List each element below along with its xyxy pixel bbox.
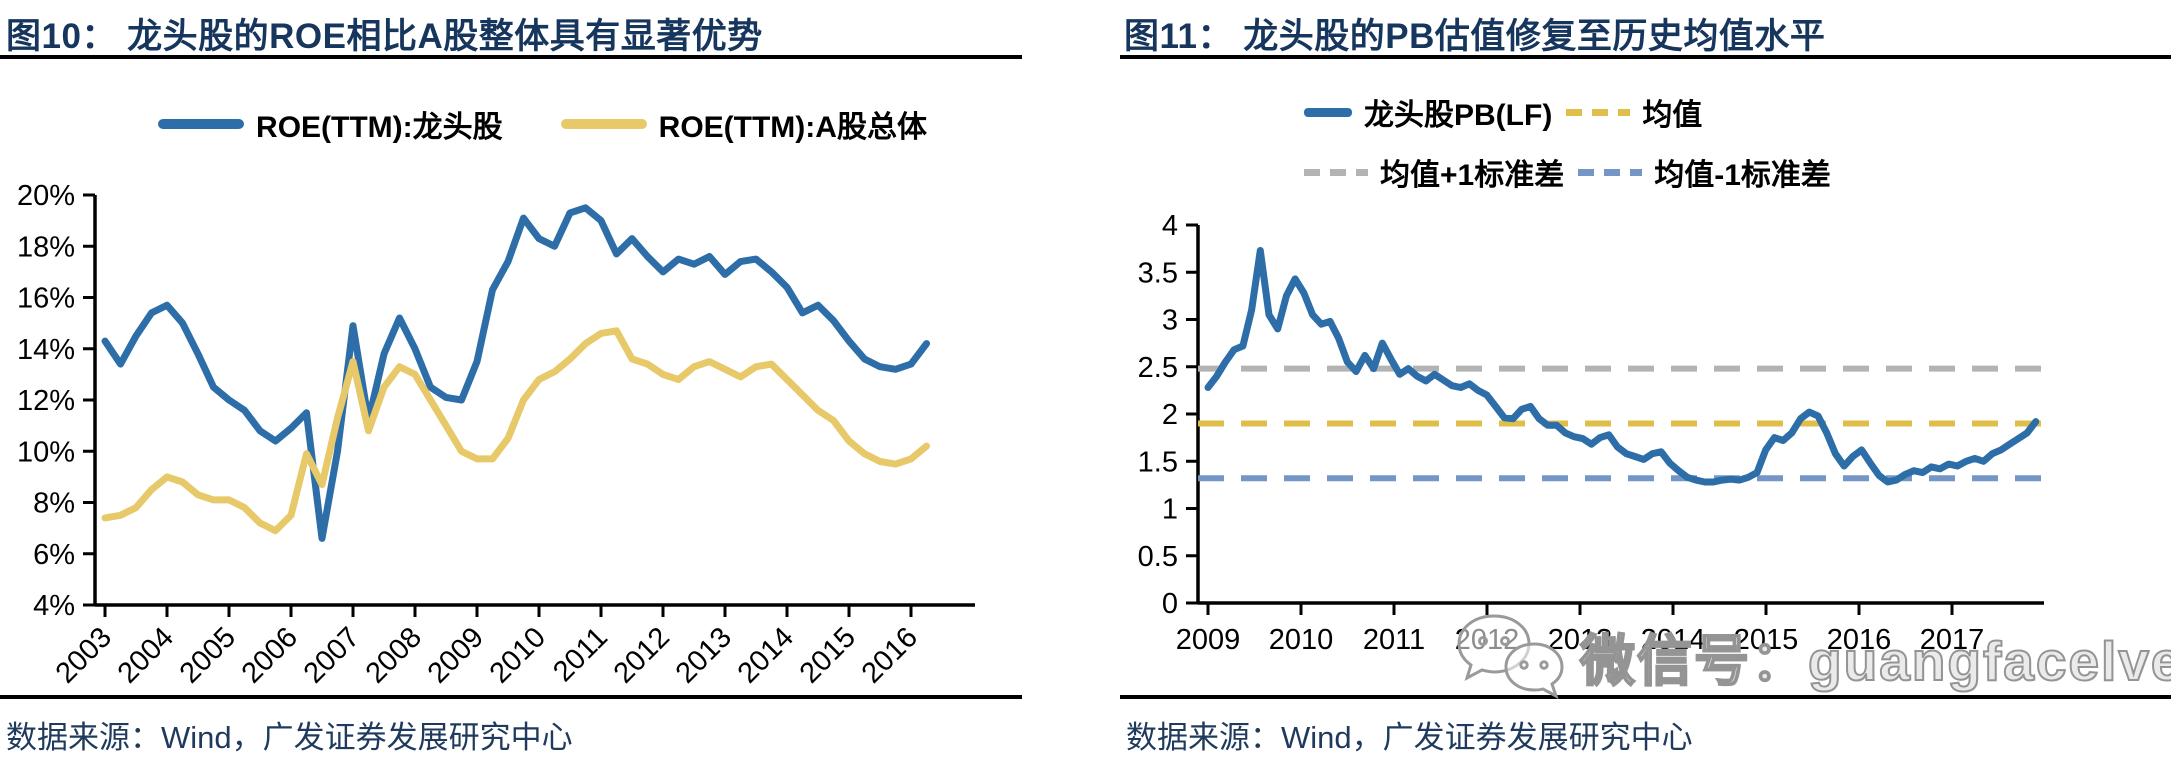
roe-chart-legend: ROE(TTM):龙头股 ROE(TTM):A股总体 (0, 102, 1085, 146)
svg-text:4: 4 (1162, 210, 1178, 242)
pb-chart-legend-row-2: 均值+1标准差 均值-1标准差 (1086, 150, 2171, 194)
svg-text:1: 1 (1162, 494, 1178, 526)
yellow-line-swatch (560, 119, 647, 129)
legend-label: ROE(TTM):龙头股 (256, 111, 503, 144)
svg-text:2017: 2017 (1920, 624, 1985, 656)
svg-text:0.5: 0.5 (1138, 541, 1178, 573)
svg-text:2008: 2008 (360, 621, 428, 689)
svg-text:2006: 2006 (236, 621, 304, 689)
svg-text:2009: 2009 (1176, 624, 1241, 656)
svg-text:2013: 2013 (670, 621, 738, 689)
legend-item-pb: 龙头股PB(LF) (1304, 90, 1552, 134)
data-source-note: 数据来源：Wind，广发证券发展研究中心 (6, 720, 573, 755)
svg-text:2012: 2012 (608, 621, 676, 689)
legend-label: 均值-1标准差 (1654, 159, 1831, 192)
gold-dash-swatch (1566, 108, 1631, 116)
svg-text:20%: 20% (17, 180, 75, 212)
roe-line-chart: 4% 6% 8% 10% 12% 14% 16% 18% 20% 2003200420052006… (17, 180, 975, 690)
legend-item-mean: 均值 (1566, 90, 1702, 134)
svg-text:2015: 2015 (794, 621, 862, 689)
svg-text:0: 0 (1162, 588, 1178, 620)
svg-text:2010: 2010 (1269, 624, 1334, 656)
steel-dash-swatch (1578, 168, 1643, 176)
blue-line-swatch (158, 119, 245, 129)
title-underline (1120, 55, 2171, 59)
svg-text:2.5: 2.5 (1138, 352, 1178, 384)
svg-text:2015: 2015 (1734, 624, 1799, 656)
title-underline (0, 55, 1022, 59)
svg-text:2016: 2016 (856, 621, 924, 689)
svg-text:2005: 2005 (174, 621, 242, 689)
svg-text:10%: 10% (17, 436, 75, 468)
legend-item-roe-longtou: ROE(TTM):龙头股 (158, 102, 503, 146)
legend-item-mean-plus-1sd: 均值+1标准差 (1304, 150, 1564, 194)
pb-chart-legend-row-1: 龙头股PB(LF) 均值 (1086, 90, 2171, 134)
svg-text:3.5: 3.5 (1138, 257, 1178, 289)
svg-text:2010: 2010 (484, 621, 552, 689)
svg-text:2013: 2013 (1548, 624, 1613, 656)
legend-label: 均值 (1642, 99, 1703, 132)
panel-figure-11: 图11： 龙头股的PB估值修复至历史均值水平 龙头股PB(LF) 均值 均值+1… (1086, 0, 2171, 767)
data-source-note: 数据来源：Wind，广发证券发展研究中心 (1126, 720, 1693, 755)
svg-text:2014: 2014 (1641, 624, 1706, 656)
svg-text:2012: 2012 (1455, 624, 1520, 656)
svg-text:16%: 16% (17, 283, 75, 315)
svg-text:2014: 2014 (732, 621, 800, 689)
figure-10-title: 图10： 龙头股的ROE相比A股整体具有显著优势 (6, 17, 763, 56)
svg-text:2011: 2011 (1363, 624, 1425, 656)
legend-item-roe-ashare: ROE(TTM):A股总体 (560, 102, 927, 146)
svg-text:2016: 2016 (1827, 624, 1892, 656)
svg-text:12%: 12% (17, 385, 75, 417)
svg-text:18%: 18% (17, 231, 75, 263)
figure-11-title: 图11： 龙头股的PB估值修复至历史均值水平 (1124, 17, 1826, 56)
footer-rule (1120, 695, 2171, 699)
legend-label: ROE(TTM):A股总体 (658, 111, 927, 144)
svg-text:14%: 14% (17, 334, 75, 366)
svg-text:2003: 2003 (50, 621, 118, 689)
legend-label: 均值+1标准差 (1380, 159, 1565, 192)
blue-line-swatch (1304, 107, 1352, 117)
svg-text:3: 3 (1162, 305, 1178, 337)
svg-text:2009: 2009 (422, 621, 490, 689)
legend-item-mean-minus-1sd: 均值-1标准差 (1578, 150, 1831, 194)
svg-text:6%: 6% (33, 539, 75, 571)
svg-text:2004: 2004 (112, 621, 180, 689)
legend-label: 龙头股PB(LF) (1364, 99, 1553, 132)
svg-text:2: 2 (1162, 399, 1178, 431)
svg-text:2007: 2007 (298, 621, 366, 689)
svg-text:8%: 8% (33, 488, 75, 520)
panel-figure-10: 图10： 龙头股的ROE相比A股整体具有显著优势 ROE(TTM):龙头股 RO… (0, 0, 1085, 767)
svg-text:2011: 2011 (547, 621, 614, 688)
footer-rule (0, 695, 1022, 699)
pb-line-chart: 0 0.5 1 1.5 2 2.5 3 3.5 4 2009 2010 2011 2012 2013 201… (1138, 210, 2044, 656)
gray-dash-swatch (1304, 168, 1368, 176)
svg-text:4%: 4% (33, 590, 75, 622)
svg-text:1.5: 1.5 (1138, 446, 1178, 478)
